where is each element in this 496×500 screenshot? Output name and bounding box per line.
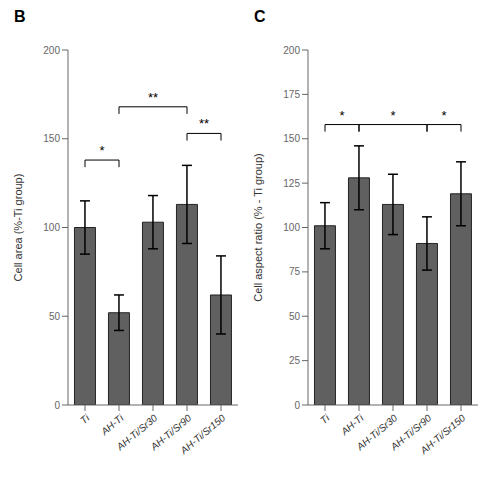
svg-text:*: *	[339, 108, 344, 123]
svg-text:**: **	[148, 90, 158, 105]
svg-text:175: 175	[283, 89, 300, 100]
svg-text:AH-Ti/Sr30: AH-Ti/Sr30	[354, 412, 400, 453]
svg-text:75: 75	[289, 266, 301, 277]
svg-text:**: **	[199, 116, 209, 131]
svg-text:25: 25	[289, 355, 301, 366]
svg-text:AH-Ti: AH-Ti	[98, 412, 126, 438]
svg-text:50: 50	[289, 311, 301, 322]
html-text:B: B	[14, 8, 26, 25]
svg-text:Cell aspect ratio (% - Ti grou: Cell aspect ratio (% - Ti group)	[252, 153, 264, 302]
svg-text:0: 0	[294, 400, 300, 411]
svg-text:150: 150	[283, 133, 300, 144]
svg-text:AH-Ti/Sr90: AH-Ti/Sr90	[148, 412, 194, 453]
svg-text:150: 150	[43, 133, 60, 144]
svg-text:*: *	[99, 143, 104, 158]
svg-text:125: 125	[283, 178, 300, 189]
svg-text:200: 200	[283, 45, 300, 56]
svg-text:AH-Ti/Sr150: AH-Ti/Sr150	[178, 412, 228, 457]
svg-text:0: 0	[54, 400, 60, 411]
svg-text:AH-Ti/Sr150: AH-Ti/Sr150	[418, 412, 468, 457]
svg-text:AH-Ti/Sr90: AH-Ti/Sr90	[388, 412, 434, 453]
svg-text:*: *	[390, 108, 395, 123]
svg-text:100: 100	[43, 222, 60, 233]
svg-text:Cell area (%-Ti group): Cell area (%-Ti group)	[12, 174, 24, 282]
svg-text:AH-Ti/Sr30: AH-Ti/Sr30	[114, 412, 160, 453]
svg-text:200: 200	[43, 45, 60, 56]
svg-text:50: 50	[49, 311, 61, 322]
svg-text:*: *	[441, 108, 446, 123]
svg-text:Ti: Ti	[318, 412, 332, 426]
svg-text:AH-Ti: AH-Ti	[338, 412, 366, 438]
svg-text:100: 100	[283, 222, 300, 233]
svg-text:Ti: Ti	[78, 412, 92, 426]
html-text:C: C	[254, 8, 266, 25]
